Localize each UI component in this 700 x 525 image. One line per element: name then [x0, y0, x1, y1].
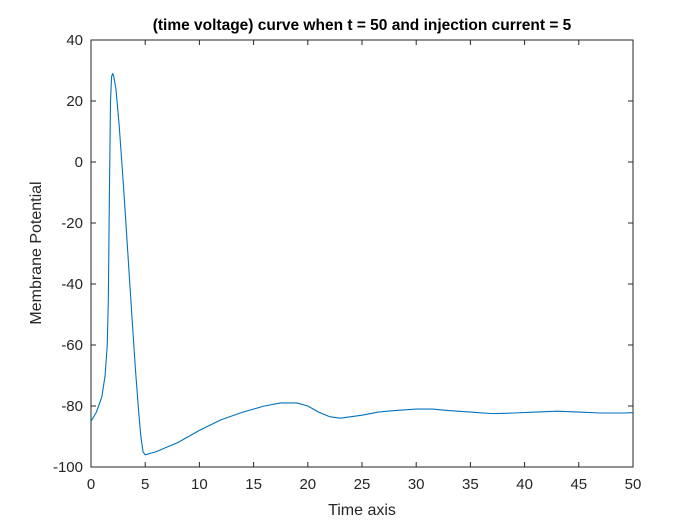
x-tick-label: 35	[462, 476, 479, 493]
x-tick-label: 20	[299, 476, 316, 493]
series-line-0	[90, 73, 634, 456]
x-tick-label: 0	[87, 476, 95, 493]
x-tick-label: 40	[516, 476, 533, 493]
y-tick-label: 20	[66, 93, 83, 110]
y-tick-label: -20	[61, 215, 83, 232]
y-tick-label: -100	[53, 459, 83, 476]
y-tick-label: -40	[61, 276, 83, 293]
y-tick-label: 40	[66, 32, 83, 49]
x-tick-label: 30	[408, 476, 425, 493]
x-axis-label: Time axis	[328, 502, 396, 519]
chart-title: (time voltage) curve when t = 50 and inj…	[153, 17, 572, 34]
y-axis-label: Membrane Potential	[28, 181, 45, 324]
x-tick-label: 50	[625, 476, 642, 493]
x-tick-label: 25	[354, 476, 371, 493]
y-tick-label: -80	[61, 398, 83, 415]
x-tick-label: 45	[570, 476, 587, 493]
x-tick-label: 15	[245, 476, 262, 493]
y-tick-label: -60	[61, 337, 83, 354]
x-axis-ticks: 0 5 10 15 20 25 30 35 40 45 50	[87, 40, 642, 493]
series-layer	[90, 73, 634, 456]
x-tick-label: 10	[191, 476, 208, 493]
y-tick-label: 0	[75, 154, 83, 171]
y-axis-ticks: -100 -80 -60 -40 -20 0 20 40	[53, 32, 633, 476]
x-tick-label: 5	[141, 476, 149, 493]
axes-box	[90, 39, 634, 468]
